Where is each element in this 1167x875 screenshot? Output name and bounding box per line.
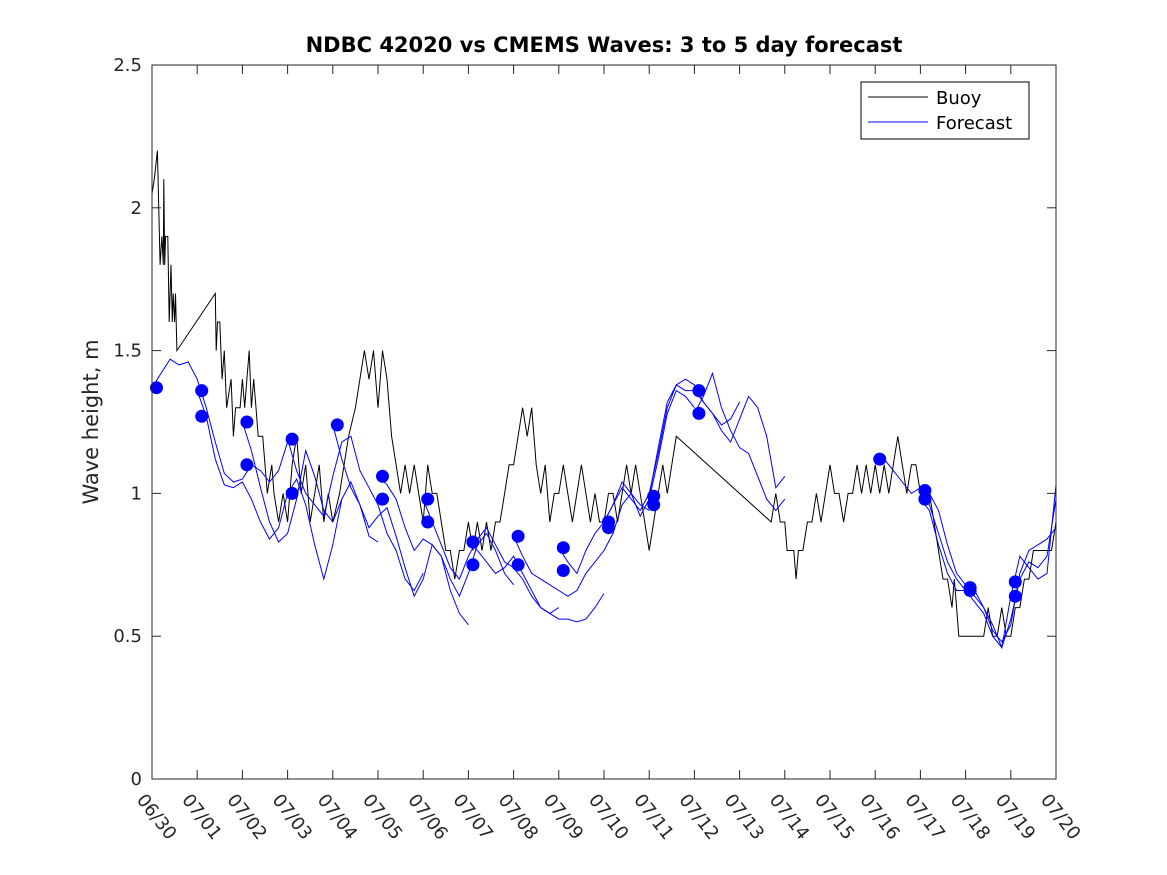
forecast-marker-1: [195, 384, 209, 398]
series-forecast-line-10: [603, 384, 741, 523]
y-axis-label: Wave height, m: [79, 339, 103, 504]
series-forecast-line-1: [196, 390, 343, 582]
series-buoy-line: [151, 150, 1057, 637]
y-tick-label: 2.5: [113, 55, 142, 76]
x-tick-label: 07/10: [584, 790, 632, 844]
forecast-marker-17: [556, 564, 570, 577]
forecast-marker-19: [602, 521, 615, 535]
legend: Buoy Forecast: [860, 81, 1030, 140]
forecast-marker-16: [556, 541, 570, 555]
x-tick-label: 07/02: [222, 790, 270, 844]
y-tick-label: 2: [131, 198, 142, 219]
x-tick-label: 07/04: [313, 790, 361, 844]
series-forecast-line-12: [693, 371, 786, 512]
forecast-marker-6: [285, 486, 299, 500]
y-tick-label: 0.5: [113, 626, 142, 647]
forecast-marker-13: [466, 558, 480, 572]
x-tick-label: 07/11: [629, 790, 677, 844]
x-tick-label: 07/17: [900, 790, 948, 844]
series-forecast-line-14: [919, 490, 1057, 649]
forecast-marker-9: [376, 492, 389, 506]
legend-label-forecast: Forecast: [936, 113, 1012, 134]
forecast-marker-22: [692, 384, 706, 398]
forecast-marker-29: [1008, 575, 1022, 589]
series-forecast-line-4: [332, 424, 469, 626]
x-tick-label: 07/05: [358, 790, 406, 844]
forecast-marker-12: [466, 535, 480, 549]
series-forecast-line-11: [648, 378, 786, 497]
series-forecast-line-0: [151, 358, 293, 483]
forecast-marker-26: [918, 492, 932, 506]
forecast-marker-7: [330, 418, 344, 432]
series-forecast-line-2: [241, 421, 379, 543]
forecast-marker-5: [285, 432, 299, 446]
series-forecast-line-6: [422, 498, 560, 614]
series-forecast-line-15: [920, 484, 1057, 650]
axes: 00.511.522.506/3007/0107/0207/0307/0407/…: [113, 55, 1084, 844]
plot-area: [150, 150, 1057, 650]
forecast-marker-3: [240, 415, 254, 429]
x-tick-label: 07/07: [448, 790, 496, 844]
x-tick-label: 07/03: [268, 790, 316, 844]
x-tick-label: 07/18: [946, 790, 994, 844]
x-tick-label: 07/14: [765, 790, 813, 844]
x-tick-label: 07/12: [674, 790, 722, 844]
y-tick-label: 0: [131, 769, 142, 790]
y-tick-label: 1.5: [113, 341, 142, 362]
forecast-marker-23: [692, 406, 706, 420]
x-tick-label: 07/01: [177, 790, 225, 844]
x-tick-label: 07/06: [403, 790, 451, 844]
forecast-marker-14: [511, 529, 525, 543]
x-tick-label: 06/30: [132, 790, 180, 844]
series-forecast-line-7: [468, 541, 605, 623]
forecast-marker-15: [511, 558, 525, 572]
legend-label-buoy: Buoy: [936, 88, 982, 109]
forecast-marker-21: [647, 498, 661, 512]
series-forecast-line-13: [883, 458, 1057, 643]
forecast-marker-2: [195, 409, 209, 423]
y-tick-label: 1: [131, 483, 142, 504]
series-forecast-line-3: [287, 435, 424, 592]
series-forecast-line-8: [513, 492, 650, 597]
x-tick-label: 07/16: [855, 790, 903, 844]
forecast-marker-0: [150, 381, 163, 395]
series-forecast-line-9: [558, 389, 695, 575]
x-tick-label: 07/20: [1036, 790, 1084, 844]
forecast-marker-28: [963, 584, 977, 597]
forecast-marker-10: [421, 492, 435, 506]
forecast-marker-24: [873, 452, 887, 466]
forecast-marker-30: [1008, 589, 1022, 603]
x-tick-label: 07/13: [720, 790, 768, 844]
legend-box: [860, 81, 1030, 140]
series-forecast-line-5: [377, 475, 514, 598]
forecast-marker-8: [376, 469, 389, 483]
x-tick-label: 07/08: [494, 790, 542, 844]
forecast-marker-11: [421, 515, 435, 529]
axes-box: [151, 64, 1057, 780]
x-tick-label: 07/15: [810, 790, 858, 844]
x-tick-label: 07/19: [991, 790, 1039, 844]
x-tick-label: 07/09: [539, 790, 587, 844]
forecast-marker-4: [240, 458, 254, 472]
chart-title: NDBC 42020 vs CMEMS Waves: 3 to 5 day fo…: [306, 33, 903, 57]
